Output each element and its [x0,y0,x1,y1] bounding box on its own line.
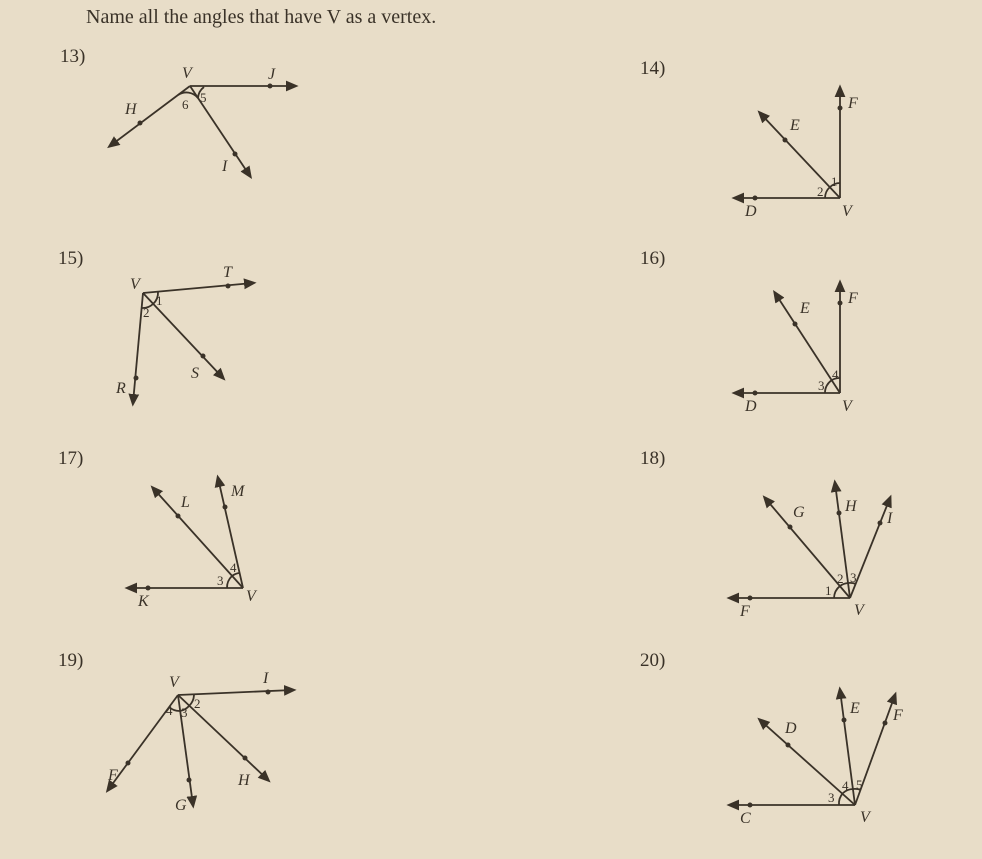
angle-label-2: 2 [837,571,844,586]
problem-number: 19) [58,650,83,672]
angle-label-2: 2 [817,184,824,199]
diagram-17: K L M 3 4 V [93,463,293,623]
problem-number: 20) [640,650,665,672]
diagram-16: D E F 3 4 V [690,263,890,423]
diagram-13: H J I 6 5 V [100,61,320,211]
ray-label-k: K [137,593,150,610]
diagram-14: D E F 2 1 V [690,68,890,228]
diagram-20: C D E F 3 4 5 V [690,665,920,835]
ray-label-i: I [221,158,228,175]
ray-label-h: H [237,772,251,789]
ray-label-s: S [191,365,199,382]
problem-number: 13) [60,46,85,68]
problem-number: 15) [58,248,83,270]
problem-18: 18) F G H I 1 2 3 V [640,448,665,470]
problem-13: 13) H J I 6 5 V [60,46,85,68]
problem-17: 17) K L M 3 4 V [58,448,83,470]
angle-label-4: 4 [832,367,839,382]
problem-14: 14) D E F 2 1 V [640,58,665,80]
vertex-label: V [169,674,181,691]
ray-label-h: H [124,101,138,118]
problem-number: 14) [640,58,665,80]
ray-label-t: T [223,264,233,281]
vertex-label: V [246,588,258,605]
angle-label-1: 1 [825,583,832,598]
ray-label-e: E [799,300,810,317]
ray-label-r: R [115,380,126,397]
angle-label-3: 3 [217,573,224,588]
vertex-label: V [842,203,854,220]
angle-label-4: 4 [166,703,173,718]
angle-label-6: 6 [182,97,189,112]
diagram-19: I H G F 2 3 4 V [93,665,323,830]
ray-label-e: E [849,700,860,717]
angle-label-2: 2 [194,696,201,711]
problem-number: 18) [640,448,665,470]
ray-label-h: H [844,498,858,515]
vertex-label: V [130,276,142,293]
ray-label-c: C [740,810,751,827]
ray-label-f: F [847,290,858,307]
angle-label-3: 3 [828,790,835,805]
problem-number: 17) [58,448,83,470]
problem-15: 15) T S R 1 2 V [58,248,83,270]
diagram-18: F G H I 1 2 3 V [690,463,910,628]
angle-label-1: 1 [831,174,838,189]
angle-label-4: 4 [230,560,237,575]
angle-label-4: 4 [842,778,849,793]
angle-label-3: 3 [850,570,857,585]
angle-label-2: 2 [143,305,150,320]
angle-label-3: 3 [181,705,188,720]
ray-label-d: D [784,720,797,737]
vertex-label: V [842,398,854,415]
ray-label-e: E [789,117,800,134]
vertex-label: V [854,602,866,619]
angle-label-5: 5 [856,777,863,792]
ray-label-f: F [847,95,858,112]
instruction-text: Name all the angles that have V as a ver… [86,6,436,29]
angle-label-5: 5 [200,90,207,105]
ray-label-f: F [107,767,118,784]
ray-label-i: I [262,670,269,687]
ray-label-m: M [230,483,246,500]
vertex-label: V [182,65,194,82]
ray-label-f: F [892,707,903,724]
ray-label-f: F [739,603,750,620]
problem-20: 20) C D E F 3 4 5 V [640,650,665,672]
ray-label-d: D [744,398,757,415]
ray-label-g: G [793,504,805,521]
ray-label-l: L [180,494,190,511]
ray-label-j: J [268,66,276,83]
angle-label-3: 3 [818,378,825,393]
diagram-15: T S R 1 2 V [88,263,288,423]
ray-label-d: D [744,203,757,220]
angle-label-1: 1 [156,293,163,308]
problem-19: 19) I H G F 2 3 4 V [58,650,83,672]
problem-16: 16) D E F 3 4 V [640,248,665,270]
problem-number: 16) [640,248,665,270]
ray-label-g: G [175,797,187,814]
vertex-label: V [860,809,872,826]
ray-label-i: I [886,510,893,527]
